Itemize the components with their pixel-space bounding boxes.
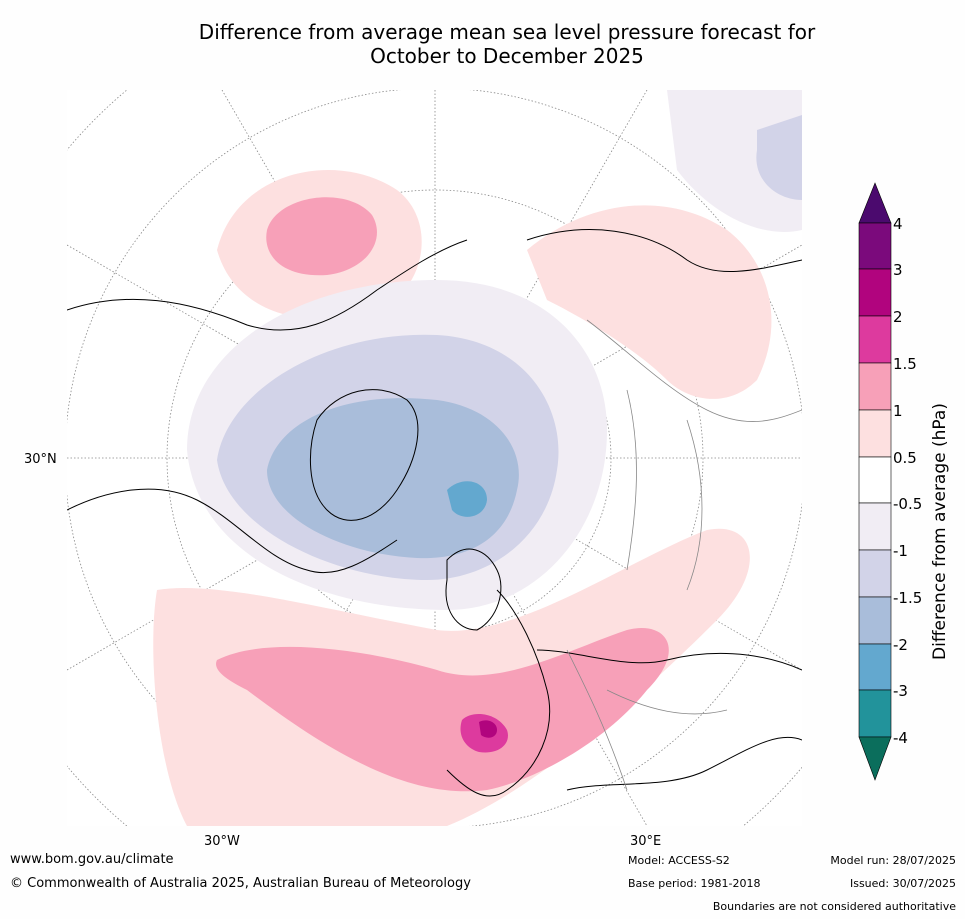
colorbar-graphic: 4 3 2 1.5 1 0.5 -0.5 -1 -1.5 -2 -3 -4: [858, 182, 922, 781]
footer-issued: Issued: 30/07/2025: [849, 877, 956, 890]
colorbar-tick: 3: [893, 261, 903, 279]
colorbar-band-1-1.5: [858, 362, 892, 411]
colorbar-tick: 2: [893, 308, 903, 326]
colorbar-tick: -1: [893, 542, 908, 560]
colorbar: 4 3 2 1.5 1 0.5 -0.5 -1 -1.5 -2 -3 -4: [855, 180, 965, 790]
colorbar-upper-arrow: [858, 182, 892, 224]
arctic-core: [447, 481, 487, 517]
north-pacific-core: [266, 197, 377, 276]
arctic-strong-negative: [267, 398, 519, 559]
colorbar-band-1.5-2: [858, 315, 892, 364]
colorbar-tick: -4: [893, 729, 908, 747]
siberia-positive-region: [527, 205, 772, 399]
colorbar-lower-arrow: [858, 736, 892, 781]
colorbar-band-2-3: [858, 268, 892, 317]
colorbar-band-3-4: [858, 222, 892, 270]
coastlines: [67, 229, 802, 797]
footer-copyright: © Commonwealth of Australia 2025, Austra…: [10, 876, 471, 891]
mediterranean-peak: [479, 720, 497, 738]
footer-base-period: Base period: 1981-2018: [628, 877, 761, 890]
north-atlantic-core: [216, 628, 669, 792]
lat-label-30n: 30°N: [24, 452, 57, 467]
lon-label-30w: 30°W: [204, 834, 240, 849]
map-panel: [67, 90, 802, 826]
lon-label-30e: 30°E: [630, 834, 662, 849]
colorbar-tick: -1.5: [893, 589, 922, 607]
pressure-anomaly-map: [67, 90, 802, 826]
colorbar-tick: 1.5: [893, 355, 917, 373]
colorbar-band-0.5-1: [858, 409, 892, 458]
colorbar-title: Difference from average (hPa): [930, 403, 950, 660]
colorbar-tick: 1: [893, 402, 903, 420]
far-east-negative-region: [667, 90, 802, 232]
colorbar-band-neg4-neg3: [858, 689, 892, 738]
colorbar-tick: 0.5: [893, 449, 917, 467]
colorbar-band-neg1.5-neg1: [858, 549, 892, 598]
footer-disclaimer: Boundaries are not considered authoritat…: [712, 900, 956, 913]
footer-model: Model: ACCESS-S2: [628, 854, 730, 867]
colorbar-tick: -3: [893, 682, 908, 700]
colorbar-tick: -2: [893, 636, 908, 654]
country-boundaries: [566, 319, 802, 791]
colorbar-tick: -0.5: [893, 495, 922, 513]
title-line-2: October to December 2025: [370, 44, 644, 68]
footer-url[interactable]: www.bom.gov.au/climate: [10, 852, 174, 867]
colorbar-band-neg3-neg2: [858, 643, 892, 691]
colorbar-tick: 4: [893, 215, 903, 233]
colorbar-band-neutral: [858, 456, 892, 504]
title-line-1: Difference from average mean sea level p…: [198, 20, 816, 44]
colorbar-band-neg2-neg1.5: [858, 596, 892, 645]
chart-title: Difference from average mean sea level p…: [0, 20, 965, 68]
colorbar-tick-labels: 4 3 2 1.5 1 0.5 -0.5 -1 -1.5 -2 -3 -4: [893, 215, 922, 747]
footer-model-run: Model run: 28/07/2025: [830, 854, 956, 867]
far-east-negative-core: [756, 115, 802, 200]
anomaly-shading: [153, 90, 802, 826]
colorbar-band-neg1-neg0.5: [858, 502, 892, 551]
